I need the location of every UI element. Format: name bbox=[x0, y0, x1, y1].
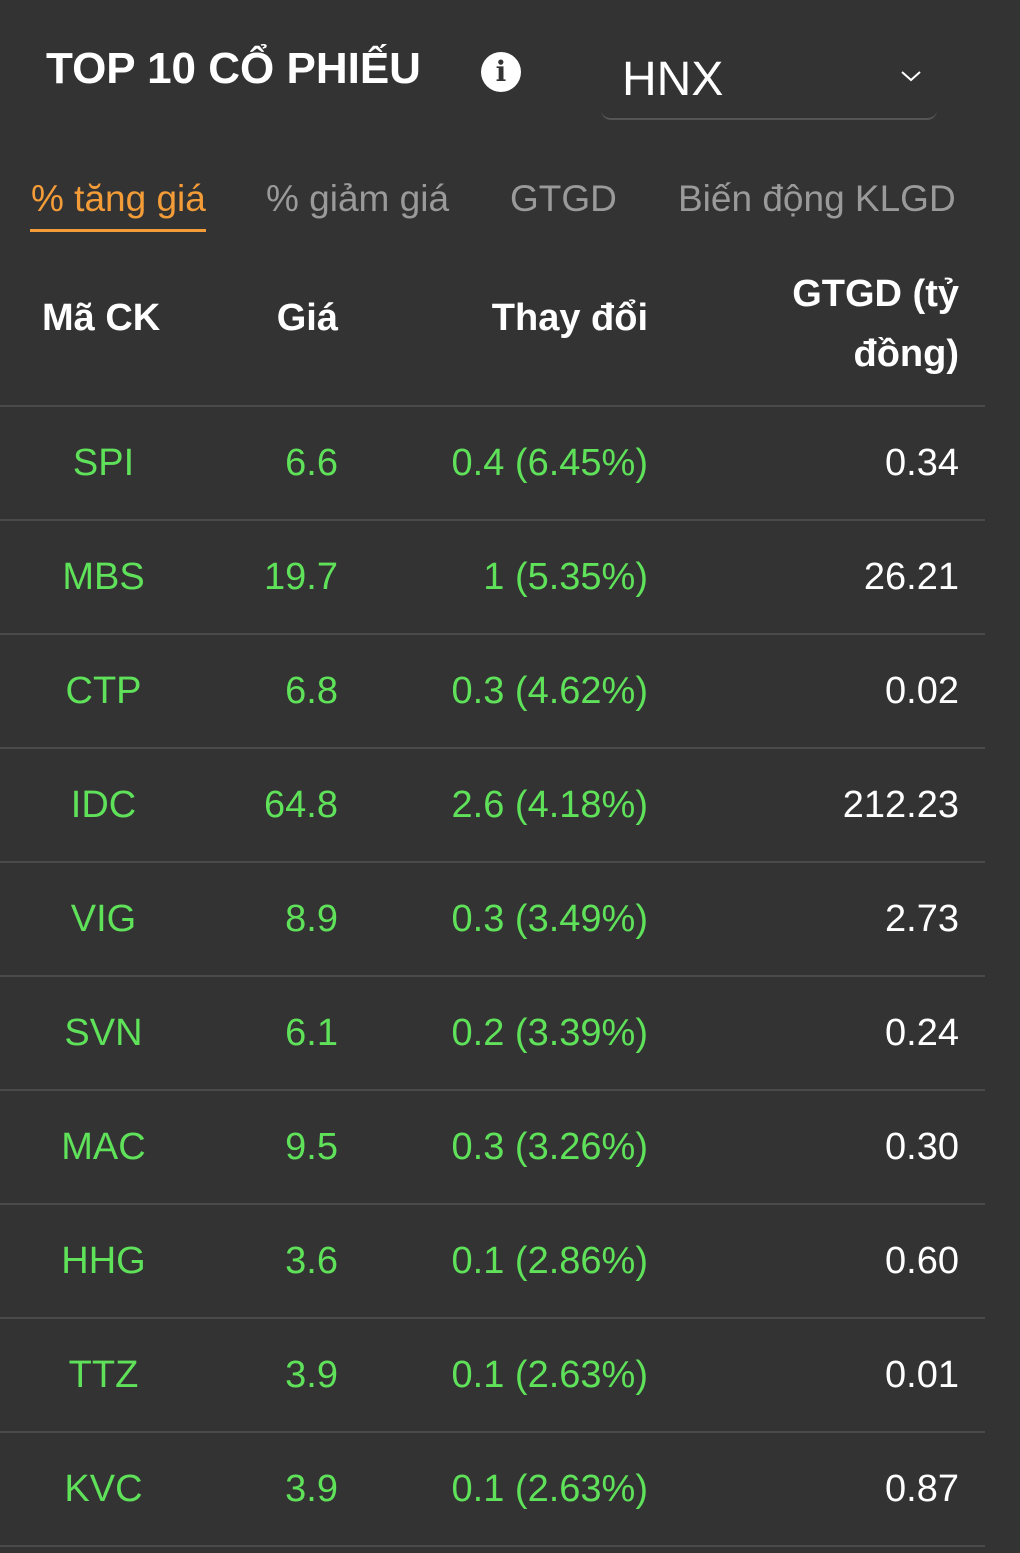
table-row[interactable]: CTP 6.8 0.3 (4.62%) 0.02 bbox=[0, 635, 985, 749]
stock-change: 0.1 (2.63%) bbox=[451, 1468, 648, 1510]
table-row[interactable]: VIG 8.9 0.3 (3.49%) 2.73 bbox=[0, 863, 985, 977]
stock-trading-value: 212.23 bbox=[842, 784, 959, 826]
table-row[interactable]: SVN 6.1 0.2 (3.39%) 0.24 bbox=[0, 977, 985, 1091]
stock-code[interactable]: IDC bbox=[70, 784, 137, 826]
page-title: TOP 10 CỔ PHIẾU bbox=[46, 44, 421, 93]
stock-price: 3.9 bbox=[285, 1468, 338, 1510]
tab-price-increase[interactable]: % tăng giá bbox=[31, 178, 206, 219]
stock-price: 3.9 bbox=[285, 1354, 338, 1396]
stock-price: 6.6 bbox=[285, 442, 338, 484]
stock-change: 0.3 (3.49%) bbox=[451, 898, 648, 940]
table-row[interactable]: MBS 19.7 1 (5.35%) 26.21 bbox=[0, 521, 985, 635]
exchange-select[interactable]: HNX bbox=[601, 36, 937, 120]
stock-code[interactable]: CTP bbox=[65, 670, 142, 712]
stock-trading-value: 0.60 bbox=[885, 1240, 959, 1282]
stock-trading-value: 0.34 bbox=[885, 442, 959, 484]
stock-price: 8.9 bbox=[285, 898, 338, 940]
info-icon[interactable]: i bbox=[481, 52, 521, 92]
header: TOP 10 CỔ PHIẾU i HNX bbox=[0, 0, 1020, 140]
stock-change: 0.3 (3.26%) bbox=[451, 1126, 648, 1168]
column-header-value-line1: GTGD (tỷ bbox=[792, 273, 959, 315]
stock-change: 0.1 (2.63%) bbox=[451, 1354, 648, 1396]
stock-trading-value: 0.87 bbox=[885, 1468, 959, 1510]
stock-price: 64.8 bbox=[264, 784, 338, 826]
stock-change: 0.1 (2.86%) bbox=[451, 1240, 648, 1282]
stock-code[interactable]: SVN bbox=[64, 1012, 143, 1054]
stock-change: 0.3 (4.62%) bbox=[451, 670, 648, 712]
stock-price: 9.5 bbox=[285, 1126, 338, 1168]
tab-bar: % tăng giá % giảm giá GTGD Biến động KLG… bbox=[0, 170, 1020, 240]
stock-trading-value: 0.30 bbox=[885, 1126, 959, 1168]
column-header-code: Mã CK bbox=[42, 297, 161, 339]
tab-trading-value[interactable]: GTGD bbox=[510, 178, 617, 219]
column-header-value: GTGD (tỷ đồng) bbox=[792, 264, 959, 384]
tab-price-decrease[interactable]: % giảm giá bbox=[266, 178, 450, 219]
stock-price: 6.8 bbox=[285, 670, 338, 712]
stock-change: 0.4 (6.45%) bbox=[451, 442, 648, 484]
stock-table: Mã CK Giá Thay đổi GTGD (tỷ đồng) SPI 6.… bbox=[0, 250, 985, 1547]
chevron-down-icon bbox=[901, 71, 921, 82]
stock-change: 0.2 (3.39%) bbox=[451, 1012, 648, 1054]
table-row[interactable]: IDC 64.8 2.6 (4.18%) 212.23 bbox=[0, 749, 985, 863]
stock-trading-value: 26.21 bbox=[863, 556, 959, 598]
stock-code[interactable]: MAC bbox=[61, 1126, 146, 1168]
stock-price: 19.7 bbox=[264, 556, 338, 598]
table-row[interactable]: KVC 3.9 0.1 (2.63%) 0.87 bbox=[0, 1433, 985, 1547]
stock-change: 1 (5.35%) bbox=[483, 556, 648, 598]
table-row[interactable]: TTZ 3.9 0.1 (2.63%) 0.01 bbox=[0, 1319, 985, 1433]
stock-code[interactable]: TTZ bbox=[68, 1354, 139, 1396]
stock-code[interactable]: HHG bbox=[61, 1240, 146, 1282]
stock-trading-value: 0.01 bbox=[885, 1354, 959, 1396]
column-header-change: Thay đổi bbox=[491, 297, 648, 339]
stock-price: 6.1 bbox=[285, 1012, 338, 1054]
table-row[interactable]: SPI 6.6 0.4 (6.45%) 0.34 bbox=[0, 407, 985, 521]
stock-trading-value: 0.02 bbox=[885, 670, 959, 712]
stock-trading-value: 0.24 bbox=[885, 1012, 959, 1054]
stock-code[interactable]: SPI bbox=[72, 442, 135, 484]
table-row[interactable]: HHG 3.6 0.1 (2.86%) 0.60 bbox=[0, 1205, 985, 1319]
table-row[interactable]: MAC 9.5 0.3 (3.26%) 0.30 bbox=[0, 1091, 985, 1205]
stock-code[interactable]: VIG bbox=[70, 898, 137, 940]
stock-change: 2.6 (4.18%) bbox=[451, 784, 648, 826]
column-header-price: Giá bbox=[276, 297, 338, 339]
table-header: Mã CK Giá Thay đổi GTGD (tỷ đồng) bbox=[0, 250, 985, 407]
stock-trading-value: 2.73 bbox=[885, 898, 959, 940]
exchange-select-value: HNX bbox=[622, 53, 724, 106]
tab-volume-change[interactable]: Biến động KLGD bbox=[678, 178, 956, 219]
column-header-value-line2: đồng) bbox=[853, 333, 959, 375]
stock-code[interactable]: KVC bbox=[64, 1468, 143, 1510]
active-tab-indicator bbox=[30, 229, 206, 232]
stock-code[interactable]: MBS bbox=[62, 556, 145, 598]
stock-price: 3.6 bbox=[285, 1240, 338, 1282]
